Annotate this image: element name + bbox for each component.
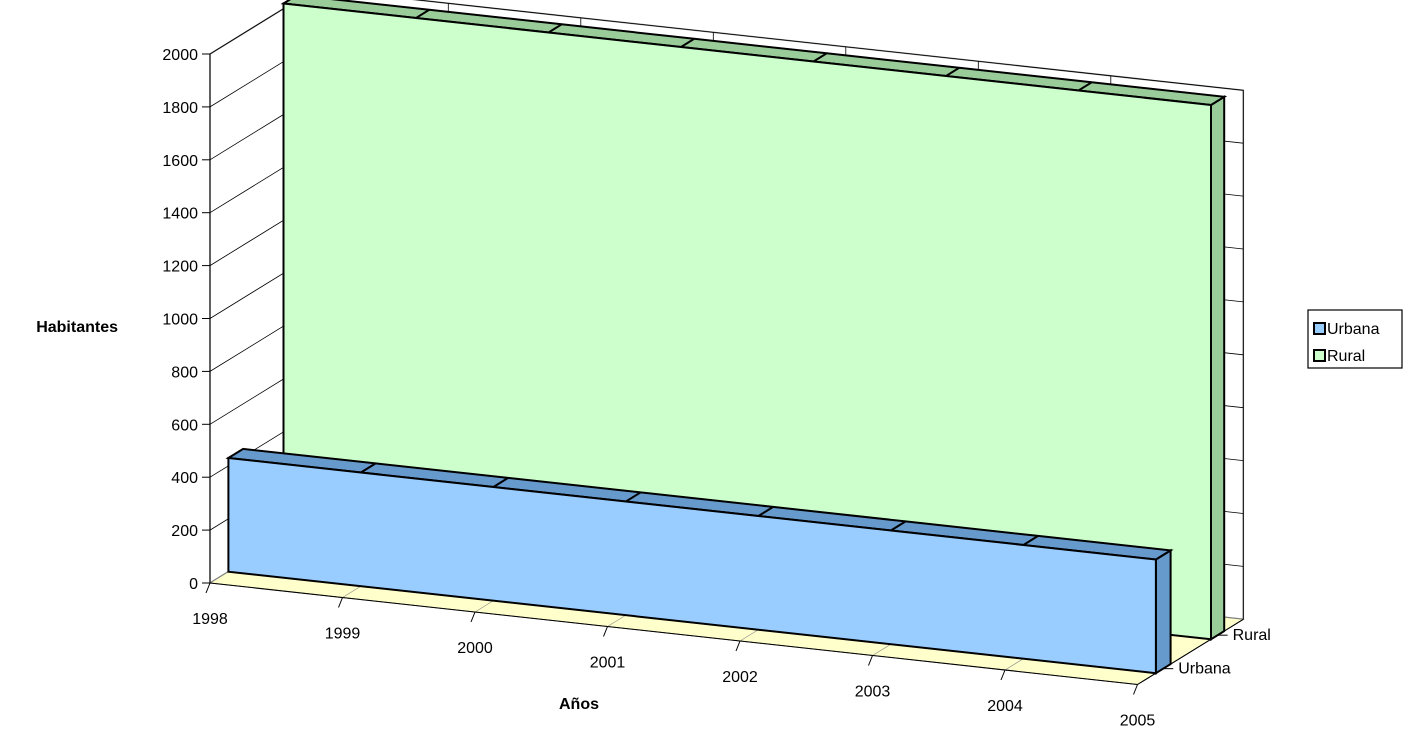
y-tick-label: 200: [171, 523, 198, 540]
y-tick-label: 600: [171, 417, 198, 434]
axes-layer: 0 200 400 600 800 1000 1200 1400 1600 1800 2000 199…: [162, 47, 1270, 730]
x-tick-label: 2002: [722, 669, 758, 686]
x-axis-line: [209, 582, 1138, 685]
x-tick-label: 2000: [457, 640, 493, 657]
x-tick-label: 1999: [325, 626, 361, 643]
y-tick-label: 1400: [162, 206, 198, 223]
y-tick-label: 2000: [162, 47, 198, 64]
x-tick: [338, 597, 343, 608]
x-tick-label: 2003: [855, 684, 891, 701]
depth-label: Urbana: [1178, 661, 1231, 678]
legend-swatch-rural: [1313, 349, 1326, 362]
y-tick-label: 1600: [162, 153, 198, 170]
legend-swatch-urbana: [1313, 322, 1326, 335]
series-layer: [225, 0, 1228, 675]
legend-label: Rural: [1327, 348, 1365, 365]
x-tick-label: 2001: [590, 655, 626, 672]
x-axis-title: Años: [559, 696, 599, 713]
x-tick-label: 1998: [192, 611, 228, 628]
y-axis-title: Habitantes: [36, 319, 118, 336]
gridline-h: [209, 0, 1244, 91]
x-tick: [205, 582, 211, 594]
y-tick-label: 400: [171, 470, 198, 487]
y-tick-label: 1000: [162, 312, 198, 329]
series-side-rural: [1210, 95, 1226, 642]
x-tick: [1000, 669, 1006, 681]
series-seam: [1022, 535, 1039, 546]
depth-label: Rural: [1233, 627, 1271, 644]
legend: Urbana Rural: [1307, 309, 1403, 369]
series-seam: [1077, 81, 1093, 92]
x-tick: [1133, 684, 1138, 695]
series-seam: [625, 491, 642, 503]
x-tick-label: 2004: [987, 698, 1023, 715]
legend-label: Urbana: [1327, 321, 1380, 338]
y-tick-label: 1200: [162, 259, 198, 276]
x-tick-label: 2005: [1120, 713, 1156, 730]
series-seam: [680, 37, 695, 48]
x-tick: [603, 626, 608, 637]
y-tick-label: 0: [189, 576, 198, 593]
series-seam: [757, 506, 774, 517]
series-seam: [360, 462, 377, 474]
series-seam: [945, 66, 960, 77]
y-tick-label: 1800: [162, 100, 198, 117]
x-tick: [470, 611, 476, 623]
series-seam: [492, 477, 509, 488]
x-tick: [735, 640, 741, 652]
series-seam: [415, 8, 430, 19]
y-tick-label: 800: [171, 364, 198, 381]
x-tick: [868, 655, 873, 666]
series-side-urbana: [1154, 548, 1172, 675]
series-area-urbana: [227, 456, 1157, 675]
series-seam: [547, 23, 563, 34]
series-seam: [890, 520, 907, 532]
depth-axis-line: [1137, 618, 1244, 685]
series-seam: [812, 52, 828, 63]
